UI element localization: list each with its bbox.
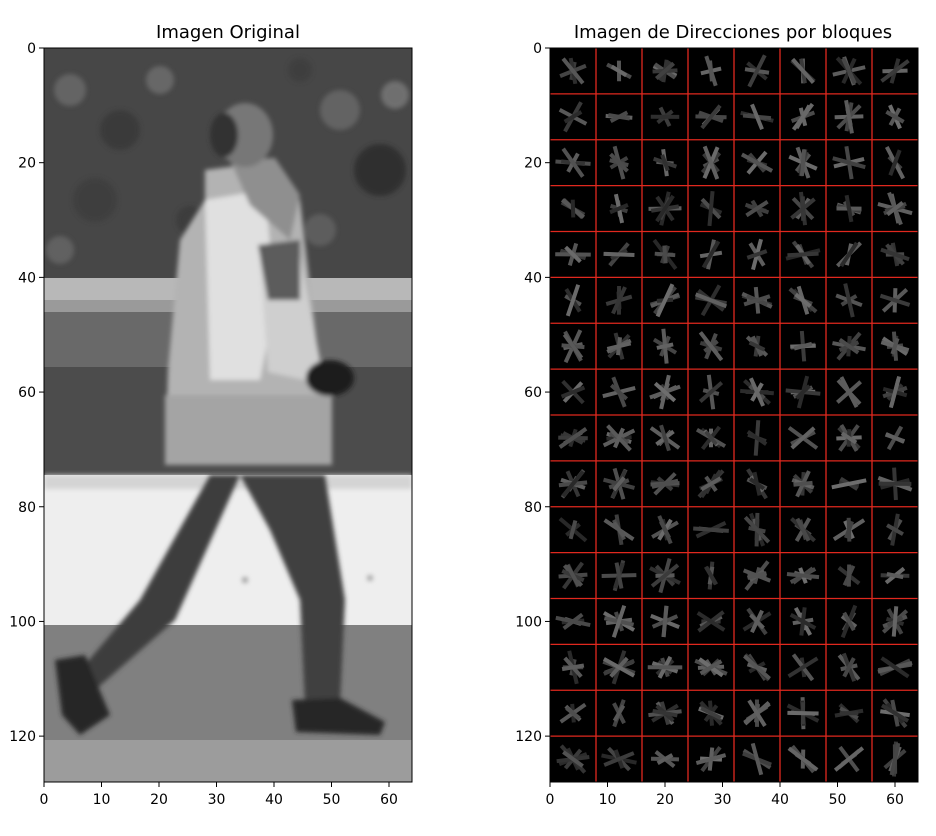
y-tick-label: 20	[18, 156, 36, 172]
plot-original: Imagen Original	[9, 22, 412, 808]
direction-cell	[655, 62, 676, 80]
plot-title-original: Imagen Original	[156, 22, 300, 43]
x-tick-label: 30	[208, 792, 226, 808]
y-tick-label: 60	[524, 385, 542, 401]
y-tick-label: 0	[27, 41, 36, 57]
x-tick-label: 0	[40, 792, 49, 808]
x-tick-label: 60	[886, 792, 904, 808]
y-tick-label: 120	[515, 729, 542, 745]
y-tick-label: 20	[524, 156, 542, 172]
x-tick-label: 10	[599, 792, 617, 808]
y-tick-label: 80	[524, 500, 542, 516]
y-tick-label: 60	[18, 385, 36, 401]
y-tick-label: 120	[9, 729, 36, 745]
plot-title-directions: Imagen de Direcciones por bloques	[574, 22, 892, 43]
x-tick-label: 0	[546, 792, 555, 808]
original-image	[44, 48, 412, 782]
y-tick-label: 80	[18, 500, 36, 516]
y-tick-label: 0	[533, 41, 542, 57]
plot-directions: Imagen de Direcciones por bloques 0 10 20 3…	[515, 22, 918, 808]
x-tick-label: 40	[771, 792, 789, 808]
x-tick-label: 60	[380, 792, 398, 808]
direction-cell	[560, 430, 586, 446]
direction-cell	[838, 427, 859, 449]
x-tick-label: 10	[93, 792, 111, 808]
x-tick-label: 50	[829, 792, 847, 808]
x-tick-label: 20	[150, 792, 168, 808]
x-tick-label: 30	[714, 792, 732, 808]
y-tick-label: 40	[18, 270, 36, 286]
y-tick-label: 40	[524, 270, 542, 286]
y-tick-label: 100	[515, 614, 542, 630]
y-tick-label: 100	[9, 614, 36, 630]
x-tick-label: 40	[265, 792, 283, 808]
x-tick-label: 20	[656, 792, 674, 808]
x-tick-label: 50	[323, 792, 341, 808]
